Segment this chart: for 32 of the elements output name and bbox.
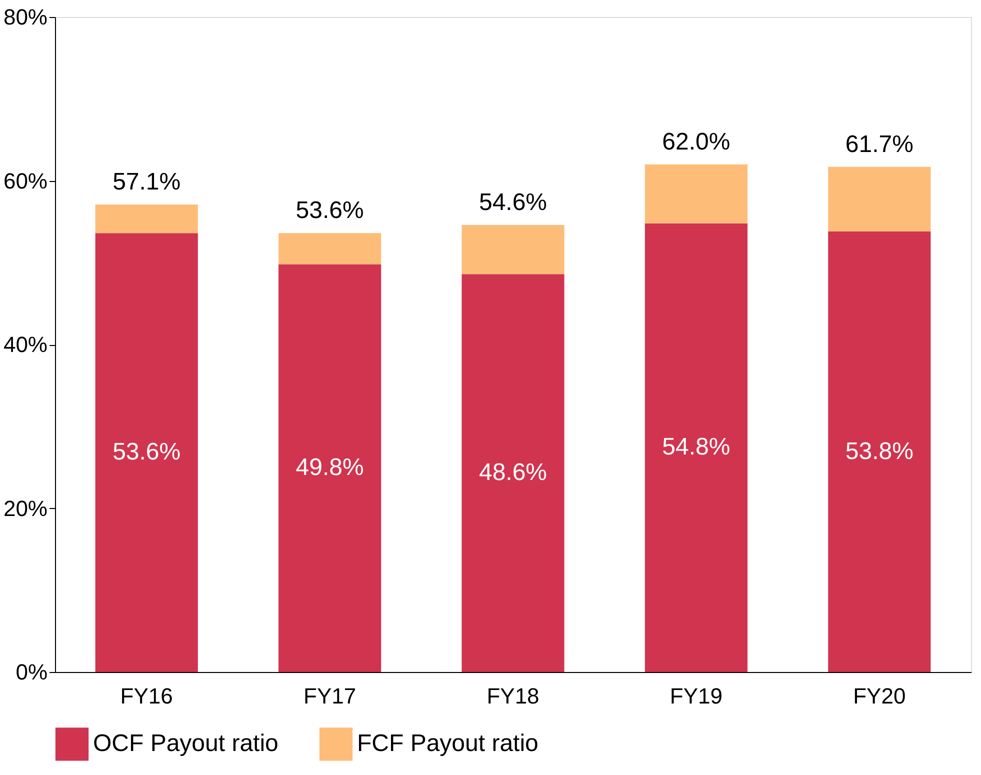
bar	[828, 166, 931, 232]
total-label: 53.6%	[296, 197, 364, 224]
y-tick-label: 80%	[3, 4, 48, 30]
bar	[644, 223, 748, 672]
data-label: 53.8%	[845, 438, 914, 465]
bar	[278, 233, 382, 264]
x-tick-label: FY18	[486, 684, 540, 708]
bar	[828, 232, 931, 672]
bar	[95, 233, 198, 672]
total-label: 61.7%	[845, 130, 914, 158]
x-tick-label: FY19	[670, 684, 722, 708]
data-label: 48.6%	[478, 459, 548, 486]
bar	[462, 274, 564, 672]
data-label: 54.8%	[662, 434, 730, 461]
x-tick-label: FY16	[120, 684, 173, 708]
bar	[95, 204, 198, 234]
bar	[278, 264, 382, 672]
total-label: 62.0%	[662, 128, 730, 156]
data-label: 49.8%	[296, 454, 364, 482]
legend-label: OCF Payout ratio	[93, 730, 278, 758]
y-tick-label: 60%	[3, 168, 48, 194]
total-label: 54.6%	[478, 188, 548, 216]
legend-label: FCF Payout ratio	[357, 730, 538, 758]
y-tick-label: 0%	[16, 660, 48, 684]
data-label: 53.6%	[112, 438, 181, 466]
x-tick-label: FY20	[853, 684, 906, 708]
y-tick-label: 20%	[3, 496, 48, 521]
total-label: 57.1%	[112, 168, 181, 196]
y-tick-label: 40%	[3, 332, 48, 357]
bar	[644, 164, 748, 224]
bar	[462, 224, 564, 274]
x-tick-label: FY17	[304, 684, 356, 708]
